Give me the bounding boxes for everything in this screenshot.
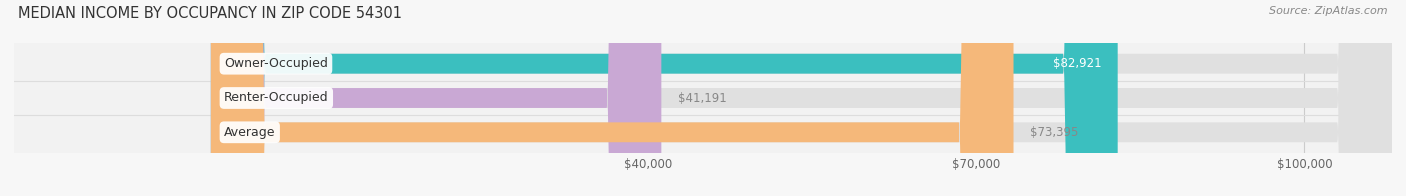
- Text: $73,395: $73,395: [1031, 126, 1078, 139]
- FancyBboxPatch shape: [211, 0, 1118, 196]
- FancyBboxPatch shape: [211, 0, 661, 196]
- Text: MEDIAN INCOME BY OCCUPANCY IN ZIP CODE 54301: MEDIAN INCOME BY OCCUPANCY IN ZIP CODE 5…: [18, 6, 402, 21]
- Text: Source: ZipAtlas.com: Source: ZipAtlas.com: [1270, 6, 1388, 16]
- FancyBboxPatch shape: [211, 0, 1392, 196]
- Text: Average: Average: [224, 126, 276, 139]
- FancyBboxPatch shape: [211, 0, 1014, 196]
- Text: Renter-Occupied: Renter-Occupied: [224, 92, 329, 104]
- Text: $41,191: $41,191: [678, 92, 727, 104]
- Text: $82,921: $82,921: [1053, 57, 1101, 70]
- FancyBboxPatch shape: [211, 0, 1392, 196]
- Text: Owner-Occupied: Owner-Occupied: [224, 57, 328, 70]
- FancyBboxPatch shape: [211, 0, 1392, 196]
